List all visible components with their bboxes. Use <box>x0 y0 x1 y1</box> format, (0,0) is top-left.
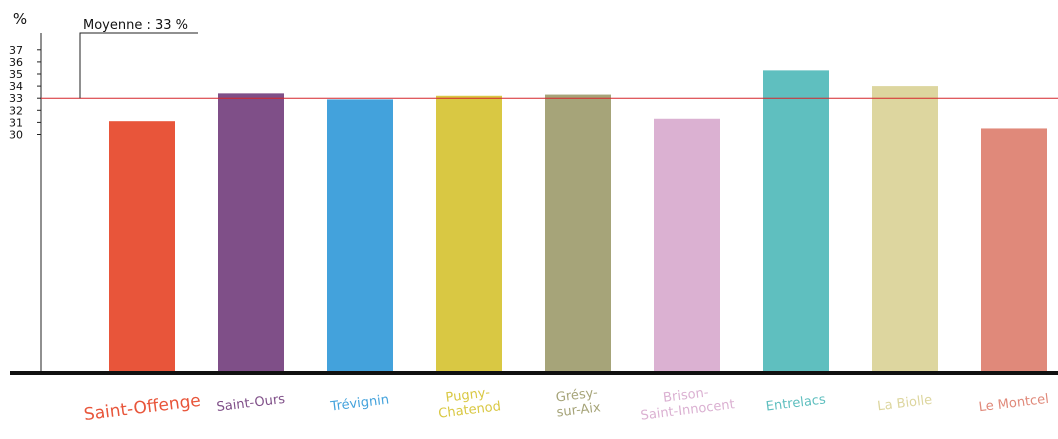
category-label: Brison- <box>662 385 709 405</box>
bar <box>872 86 938 373</box>
y-tick-label: 36 <box>9 56 23 69</box>
category-label-group: Trévignin <box>329 392 390 414</box>
category-label: La Biolle <box>877 393 933 415</box>
category-label-group: Grésy-sur-Aix <box>555 386 602 421</box>
bar <box>981 128 1047 373</box>
category-label: Entrelacs <box>765 392 827 414</box>
bar <box>545 94 611 373</box>
y-tick-label: 37 <box>9 44 23 57</box>
bar <box>218 93 284 374</box>
category-labels: Saint-Offenge Saint-Ours Trévignin Pugny-Ch… <box>83 385 1050 425</box>
category-label-group: Le Montcel <box>978 392 1050 415</box>
category-label-group: Saint-Ours <box>216 392 286 415</box>
category-label-group: Entrelacs <box>765 392 827 414</box>
category-label-group: Pugny-Chatenod <box>438 385 502 421</box>
average-overlay: Moyenne : 33 % <box>10 18 1058 375</box>
category-label: Le Montcel <box>978 392 1050 415</box>
bar <box>436 95 502 373</box>
category-label: Grésy- <box>555 386 599 406</box>
category-label: Trévignin <box>329 392 390 414</box>
y-tick-label: 32 <box>9 104 23 117</box>
y-axis-unit-label: % <box>13 10 27 28</box>
y-tick-label: 30 <box>9 129 23 142</box>
bar <box>327 99 393 373</box>
category-label: Saint-Offenge <box>83 391 202 425</box>
category-label: sur-Aix <box>556 400 602 420</box>
average-callout-line <box>79 32 198 99</box>
category-label: Saint-Ours <box>216 392 286 415</box>
category-label-group: Brison-Saint-Innocent <box>640 385 736 423</box>
bar <box>654 118 720 374</box>
y-tick-label: 34 <box>9 80 23 93</box>
y-tick-label: 31 <box>9 116 23 129</box>
category-label-group: Saint-Offenge <box>83 391 202 425</box>
bar <box>763 70 829 374</box>
category-label: Pugny- <box>445 385 491 405</box>
bars <box>109 70 1047 374</box>
average-label: Moyenne : 33 % <box>83 18 188 33</box>
category-label-group: La Biolle <box>877 393 933 415</box>
bar <box>109 121 175 373</box>
y-tick-label: 35 <box>9 68 23 81</box>
y-tick-label: 33 <box>9 92 23 105</box>
